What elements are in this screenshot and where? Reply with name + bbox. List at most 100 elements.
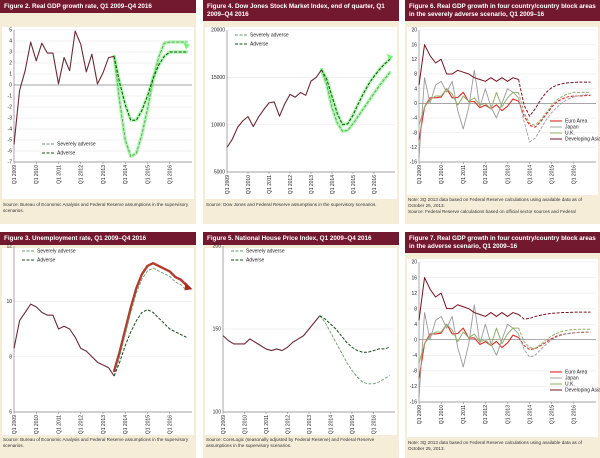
figure-5-title: Figure 5. National House Price Index, Q1… — [203, 232, 399, 245]
y-tick-label: 4 — [9, 39, 12, 45]
y-tick-label: 12 — [411, 291, 417, 297]
y-tick-label: -1 — [8, 94, 13, 100]
y-tick-label: 0 — [414, 337, 417, 343]
adverse-series-line — [321, 58, 391, 126]
legend-label: Euro Area — [565, 119, 587, 125]
x-tick-label: Q1 2009 — [12, 415, 18, 434]
history-series-line — [222, 315, 321, 352]
x-tick-label: Q1 2014 — [330, 175, 336, 194]
adverse-series-line — [113, 309, 187, 377]
legend-label: Severely adverse — [57, 142, 96, 148]
y-tick-label: 6 — [9, 410, 12, 416]
y-tick-label: 5 — [9, 28, 12, 34]
y-tick-label: 12 — [411, 57, 417, 63]
legend-label: Adverse — [250, 42, 269, 48]
figure-2-chart: -7 -6 -5 -4 -3 -2 -1 0 1 2 3 4 5 Q1 2009 Q1 2010 Q1 201… — [8, 28, 192, 184]
x-tick-label: Q1 2015 — [145, 165, 151, 184]
y-tick-label: -2 — [8, 105, 13, 111]
y-tick-label: 15000 — [211, 75, 225, 81]
x-tick-label: Q1 2009 — [225, 175, 231, 194]
figure-2-title: Figure 2. Real GDP growth rate, Q1 2009–… — [0, 0, 196, 13]
x-tick-label: Q1 2009 — [417, 165, 423, 184]
x-tick-label: Q1 2012 — [285, 415, 291, 434]
x-tick-label: Q1 2016 — [572, 405, 578, 424]
y-tick-label: 12 — [6, 244, 12, 250]
x-tick-label: Q1 2013 — [307, 415, 313, 434]
figure-4-chart: 5000 10000 15000 20000 Q1 2009 Q1 2010 Q1 2011… — [211, 28, 395, 194]
x-tick-label: Q1 2015 — [550, 405, 556, 424]
x-tick-label: Q1 2015 — [350, 415, 356, 434]
x-tick-label: Q1 2015 — [145, 415, 151, 434]
figure-7-panel: Figure 7. Real GDP growth in four countr… — [405, 232, 600, 458]
japan-projection-series-line — [518, 331, 591, 358]
figure-5-chart: 100 150 200 Q1 2009 Q1 2010 Q1 2011 Q1 2012 Q1 … — [213, 244, 395, 434]
scenario-arrow-shaft — [112, 261, 188, 373]
y-tick-label: 8 — [9, 354, 12, 360]
y-tick-label: 4 — [414, 322, 417, 328]
y-tick-label: 10000 — [211, 122, 225, 128]
y-tick-label: -6 — [8, 149, 13, 155]
y-tick-label: 1 — [9, 72, 12, 78]
y-tick-label: -12 — [410, 145, 417, 151]
u-k--projection-series-line — [518, 327, 591, 349]
highlight-arrowhead — [386, 53, 394, 61]
x-tick-label: Q1 2014 — [328, 415, 334, 434]
u-k--series-line — [418, 323, 519, 364]
y-tick-label: 20 — [411, 260, 417, 266]
x-tick-label: Q1 2016 — [168, 165, 174, 184]
figure-3-title: Figure 3. Unemployment rate, Q1 2009–Q4 … — [0, 232, 196, 245]
developing-asia-series-line — [418, 277, 519, 321]
developing-asia-projection-series-line — [518, 311, 591, 320]
x-tick-label: Q1 2011 — [461, 405, 467, 424]
figure-6-chart: -16 -12 -8 -4 0 4 8 12 16 20 Q1 2009 Q1 2010 Q1 2011… — [410, 28, 600, 184]
y-tick-label: -16 — [410, 160, 417, 166]
history-series-line — [13, 303, 115, 377]
x-tick-label: Q1 2012 — [483, 165, 489, 184]
severely-adverse-series-line — [319, 315, 390, 385]
developing-asia-projection-series-line — [518, 79, 591, 117]
legend-label: Severely adverse — [250, 33, 289, 39]
figure-3-chart: 6 8 10 12 Q1 2009 Q1 2010 Q1 2011 Q1 2012 Q1 201… — [6, 244, 193, 434]
figure-7-chart: -16 -12 -8 -4 0 4 8 12 16 20 Q1 2009 Q1 2010 Q1 2011… — [410, 260, 600, 424]
figure-7-note: Note: 3Q 2013 data based on Federal Rese… — [408, 440, 582, 451]
y-tick-label: -12 — [410, 384, 417, 390]
y-tick-label: -4 — [413, 116, 418, 122]
figure-7-plot-area — [407, 259, 598, 437]
x-tick-label: Q1 2016 — [572, 165, 578, 184]
figure-4-plot-area — [205, 27, 397, 199]
legend-label: Adverse — [37, 258, 56, 264]
developing-asia-series-line — [418, 44, 519, 86]
y-tick-label: 2 — [9, 61, 12, 67]
x-tick-label: Q1 2016 — [371, 415, 377, 434]
x-tick-label: Q1 2015 — [351, 175, 357, 194]
japan-series-line — [418, 69, 519, 159]
y-tick-label: -4 — [413, 353, 418, 359]
figure-3-plot-area — [2, 248, 194, 435]
figure-2-plot-area — [2, 27, 194, 199]
figure-4-title: Figure 4. Dow Jones Stock Market Index, … — [203, 0, 399, 21]
x-tick-label: Q1 2009 — [221, 415, 227, 434]
y-tick-label: 0 — [414, 101, 417, 107]
x-tick-label: Q1 2013 — [101, 415, 107, 434]
x-tick-label: Q1 2012 — [483, 405, 489, 424]
x-tick-label: Q1 2011 — [267, 175, 273, 194]
x-tick-label: Q1 2010 — [439, 405, 445, 424]
y-tick-label: 10 — [6, 299, 12, 305]
legend-label: U.K. — [565, 131, 575, 137]
figure-7-title: Figure 7. Real GDP growth in four countr… — [405, 232, 600, 253]
x-tick-label: Q1 2010 — [242, 415, 248, 434]
y-tick-label: 20000 — [211, 28, 225, 34]
figure-6-note: Note: 3Q 2013 data based on Federal Rese… — [408, 197, 582, 208]
figure-2-source: Source: Bureau of Economic Analysis and … — [3, 202, 189, 213]
legend-label: Developing Asia — [565, 388, 600, 394]
y-tick-label: 3 — [9, 50, 12, 56]
x-tick-label: Q1 2014 — [527, 405, 533, 424]
y-tick-label: 16 — [411, 275, 417, 281]
y-tick-label: -8 — [413, 130, 418, 136]
x-tick-label: Q1 2011 — [56, 415, 62, 434]
x-tick-label: Q1 2016 — [168, 415, 174, 434]
y-tick-label: 8 — [414, 306, 417, 312]
y-tick-label: 4 — [414, 86, 417, 92]
x-tick-label: Q1 2011 — [461, 165, 467, 184]
y-tick-label: 8 — [414, 72, 417, 78]
